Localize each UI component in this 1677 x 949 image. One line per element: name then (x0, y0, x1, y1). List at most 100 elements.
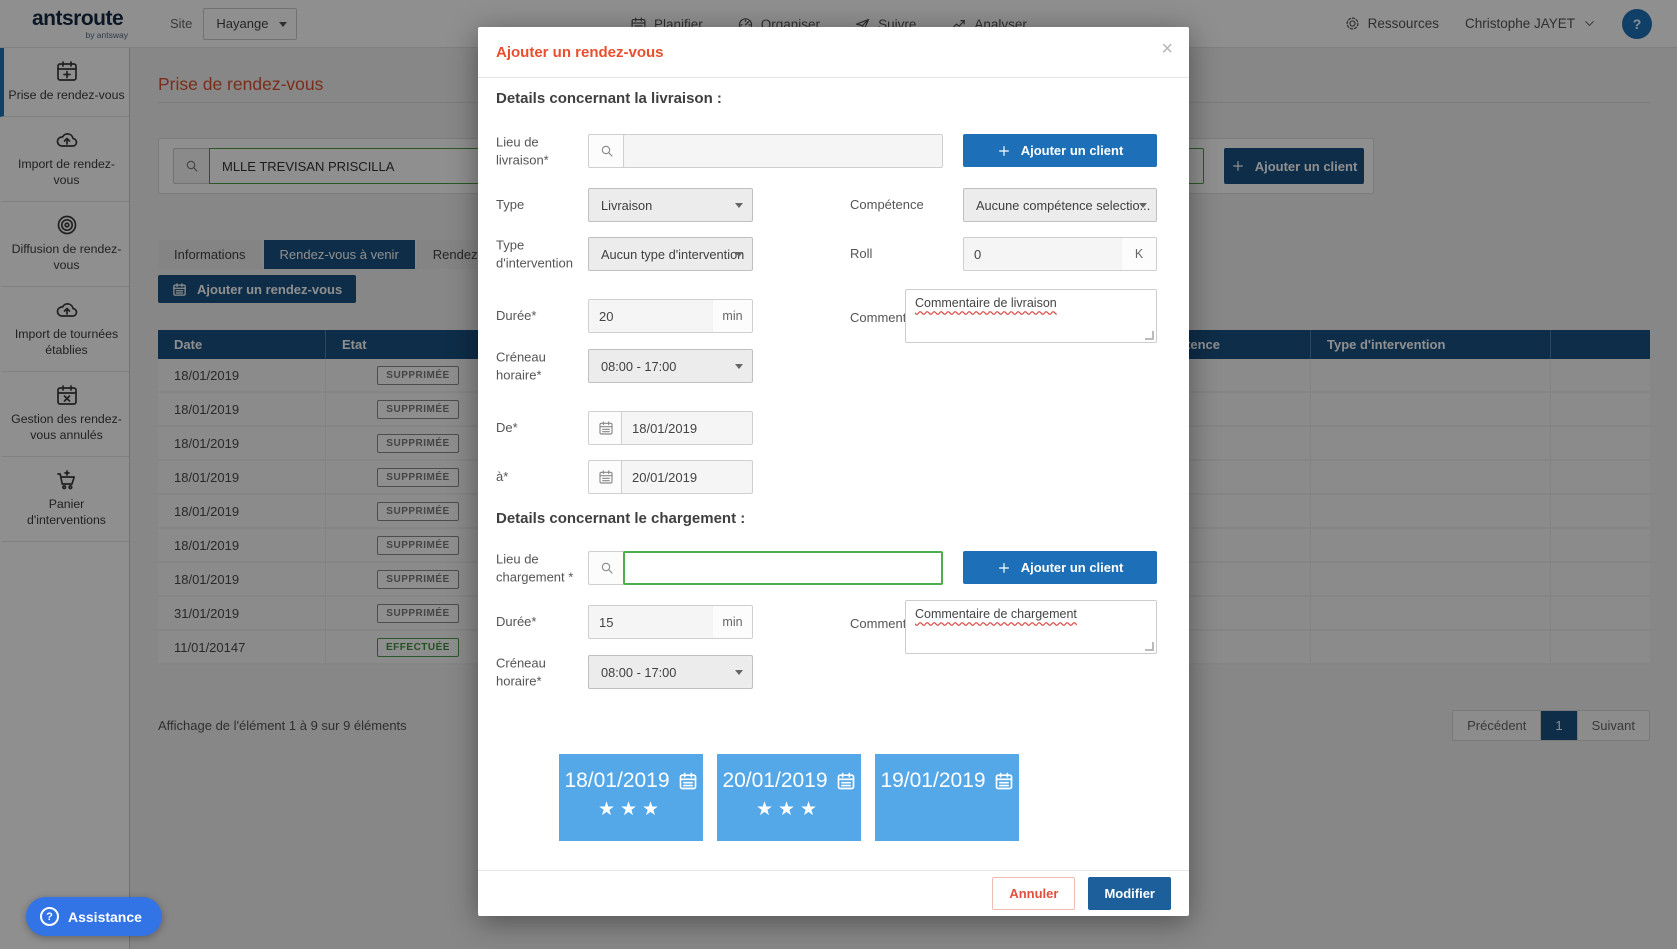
type-intervention-label: Type d'intervention (496, 237, 573, 270)
cancel-button[interactable]: Annuler (992, 877, 1076, 910)
status-badge: SUPPRIMÉE (377, 433, 459, 453)
sidebar-item-label: Gestion des rendez-vous annulés (11, 411, 122, 442)
date-card-1[interactable]: 18/01/2019 ★★★ (559, 754, 703, 841)
commentaire-chargement-textarea[interactable]: Commentaire de chargement (905, 600, 1157, 654)
assistance-button[interactable]: ? Assistance (26, 897, 162, 936)
sidebar: Prise de rendez-vous Import de rendez-vo… (0, 48, 130, 949)
type-select[interactable]: Livraison (588, 188, 753, 222)
add-client-button[interactable]: Ajouter un client (1224, 148, 1364, 184)
type-intervention-select-value: Aucun type d'intervention (601, 246, 745, 262)
cell-etat: EFFECTUÉE (325, 631, 510, 663)
creneau-label: Créneau horaire* (496, 655, 546, 688)
cell (1550, 631, 1567, 663)
pagination-prev[interactable]: Précédent (1453, 711, 1541, 740)
sidebar-item-label: Prise de rendez-vous (8, 88, 125, 102)
sidebar-item-import-rendez-vous[interactable]: Import de rendez-vous (0, 117, 129, 202)
add-appointment-label: Ajouter un rendez-vous (197, 281, 343, 297)
sidebar-item-diffusion[interactable]: Diffusion de rendez-vous (0, 202, 129, 287)
calendar-icon (598, 469, 614, 485)
cell-etat: SUPPRIMÉE (325, 393, 510, 425)
tab-informations[interactable]: Informations (158, 240, 262, 269)
duree-livraison-input[interactable] (588, 299, 714, 333)
date-card-2[interactable]: 20/01/2019 ★★★ (717, 754, 861, 841)
commentaire-chargement-text: Commentaire de chargement (915, 607, 1077, 621)
row-date-de: De* (496, 411, 1171, 445)
sidebar-item-label: Panier d'interventions (27, 496, 106, 527)
lieu-livraison-input[interactable] (623, 134, 943, 168)
creneau-chargement-select[interactable]: 08:00 - 17:00 (588, 655, 753, 689)
modal-header: Ajouter un rendez-vous × (478, 27, 1189, 78)
cell-etat: SUPPRIMÉE (325, 461, 510, 493)
commentaire-livraison-textarea[interactable]: Commentaire de livraison (905, 289, 1157, 343)
site-select[interactable]: Hayange (203, 7, 298, 40)
cell (1310, 427, 1550, 459)
table-summary: Affichage de l'élément 1 à 9 sur 9 éléme… (158, 718, 407, 733)
lieu-livraison-label: Lieu de livraison* (496, 134, 549, 167)
app-logo: antsroute by antsway (32, 8, 128, 40)
date-addon[interactable] (588, 460, 622, 494)
status-badge: EFFECTUÉE (377, 637, 459, 657)
date-de-input[interactable] (621, 411, 753, 445)
caret-down-icon (279, 21, 288, 31)
caret-down-icon (735, 203, 743, 212)
row-type-competence: Type Livraison Compétence Aucune compéte… (496, 188, 1171, 222)
submit-button[interactable]: Modifier (1088, 877, 1171, 910)
duree-label: Durée* (496, 614, 537, 630)
de-label: De* (496, 420, 518, 436)
column-header-type-intervention: Type d'intervention (1310, 330, 1550, 359)
cell (1550, 393, 1567, 425)
search-icon (599, 143, 615, 159)
sidebar-item-panier[interactable]: Panier d'interventions (0, 457, 129, 542)
tab-rendez-vous-a-venir[interactable]: Rendez-vous à venir (263, 240, 415, 269)
calendar-icon (598, 420, 614, 436)
sidebar-item-label: Import de rendez-vous (17, 156, 116, 187)
pagination-page-1[interactable]: 1 (1540, 711, 1577, 740)
cell (1310, 393, 1550, 425)
cell (1550, 359, 1567, 391)
status-badge: SUPPRIMÉE (377, 399, 459, 419)
pagination-next[interactable]: Suivant (1576, 711, 1649, 740)
date-card-3[interactable]: 19/01/2019 (875, 754, 1019, 841)
date-card-stars: ★★★ (755, 799, 823, 820)
cell-date: 18/01/2019 (174, 571, 240, 587)
header-right: Ressources Christophe JAYET ? (1344, 8, 1652, 39)
cell (1550, 461, 1567, 493)
duree-chargement-input[interactable] (588, 605, 714, 639)
column-header-actions (1550, 330, 1650, 359)
column-header-date: Date (174, 337, 203, 352)
date-addon[interactable] (588, 411, 622, 445)
logo-text: antsroute (32, 6, 124, 30)
status-badge: SUPPRIMÉE (377, 467, 459, 487)
add-client-button-delivery[interactable]: Ajouter un client (963, 134, 1157, 167)
roll-input[interactable] (963, 237, 1123, 271)
date-a-input[interactable] (621, 460, 753, 494)
date-card-date: 18/01/2019 (564, 769, 670, 792)
add-client-button-loading[interactable]: Ajouter un client (963, 551, 1157, 584)
sidebar-item-prise-de-rendez-vous[interactable]: Prise de rendez-vous (0, 48, 129, 117)
close-icon[interactable]: × (1161, 38, 1173, 60)
site-selector-group: Site Hayange (170, 7, 298, 40)
lieu-chargement-input[interactable] (623, 551, 943, 585)
cell-etat: SUPPRIMÉE (325, 529, 510, 561)
sidebar-item-import-tournees[interactable]: Import de tournées établies (0, 287, 129, 372)
sidebar-item-gestion-annules[interactable]: Gestion des rendez-vous annulés (0, 372, 129, 457)
cell-date: 18/01/2019 (174, 435, 240, 451)
date-card-date: 20/01/2019 (722, 769, 828, 792)
type-intervention-select[interactable]: Aucun type d'intervention (588, 237, 753, 271)
roll-unit-suffix: K (1122, 237, 1157, 271)
sidebar-item-label: Import de tournées établies (14, 326, 119, 357)
cell (1310, 529, 1550, 561)
competence-select[interactable]: Aucune compétence selectio... (963, 188, 1157, 222)
add-client-label: Ajouter un client (1020, 560, 1124, 575)
add-appointment-button[interactable]: Ajouter un rendez-vous (158, 275, 357, 303)
cell-date: 18/01/2019 (174, 469, 240, 485)
cell (1550, 529, 1567, 561)
help-button[interactable]: ? (1622, 8, 1652, 39)
creneau-livraison-select[interactable]: 08:00 - 17:00 (588, 349, 753, 383)
resources-button[interactable]: Ressources (1344, 15, 1439, 32)
cell (1550, 563, 1567, 595)
plus-icon (997, 144, 1011, 158)
commentaire-livraison-text: Commentaire de livraison (915, 296, 1057, 310)
user-menu[interactable]: Christophe JAYET (1465, 16, 1596, 31)
cell-etat: SUPPRIMÉE (325, 495, 510, 527)
